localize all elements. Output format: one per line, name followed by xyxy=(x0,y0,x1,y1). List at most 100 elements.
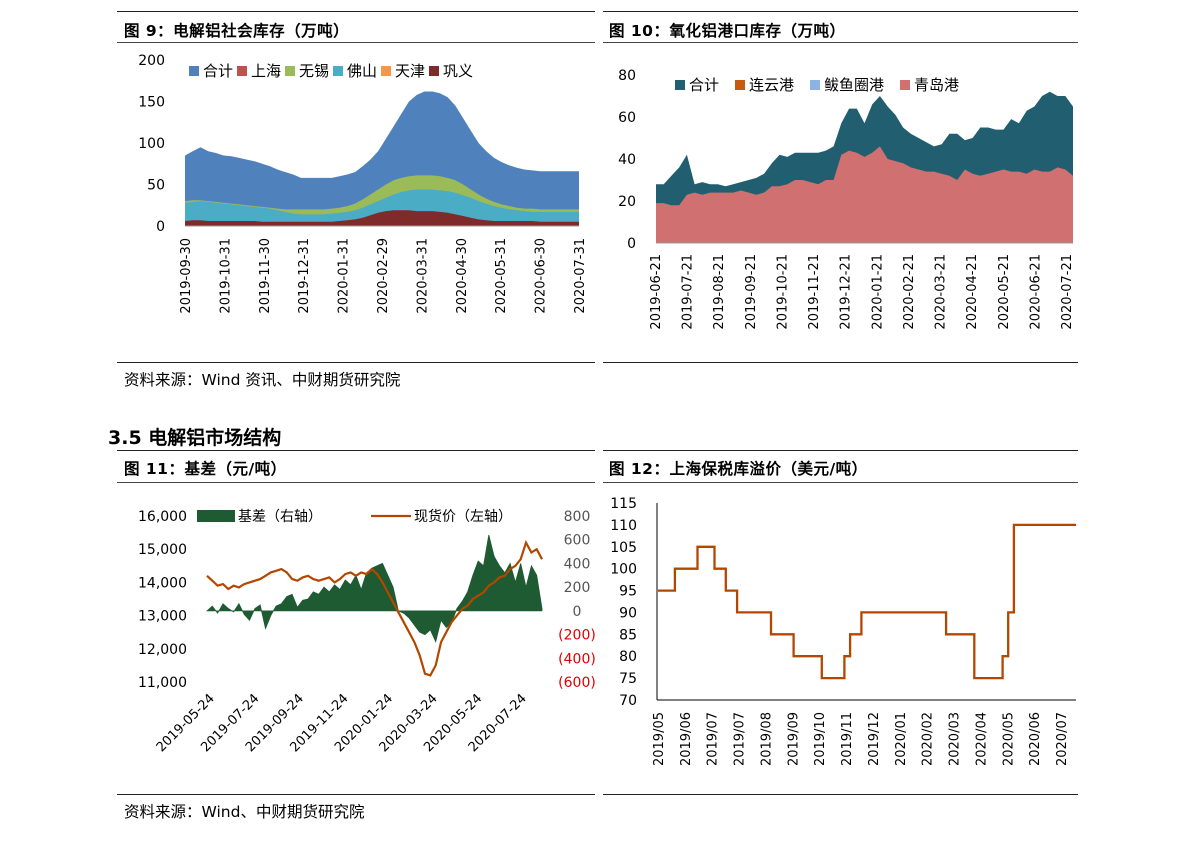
fig10-xtick-0: 2019-06-21 xyxy=(649,254,664,330)
fig10-xtick-3: 2019-09-21 xyxy=(744,254,759,330)
fig10-xtick-4: 2019-10-21 xyxy=(775,254,790,330)
fig12-xtick-1: 2019/06 xyxy=(679,712,694,766)
fig9-xtick-2: 2019-11-30 xyxy=(258,238,273,314)
fig9-ytick-3: 150 xyxy=(138,95,165,111)
fig9-xtick-9: 2020-06-30 xyxy=(534,238,549,314)
fig10-ytick-3: 60 xyxy=(618,110,636,126)
fig12-xtick-10: 2020/02 xyxy=(921,712,936,766)
fig12-ytick-3: 85 xyxy=(619,627,637,643)
fig12-xtick-7: 2019/11 xyxy=(840,712,855,766)
fig10-ytick-2: 40 xyxy=(618,152,636,168)
fig11-basis-area xyxy=(205,534,543,643)
fig10-ytick-4: 80 xyxy=(618,68,636,84)
fig10-legend-swatch-0 xyxy=(675,80,685,90)
sec-rule-right xyxy=(603,450,1078,451)
fig12-xtick-14: 2020/06 xyxy=(1028,712,1043,766)
fig9-legend-label-1: 上海 xyxy=(251,62,281,80)
fig11-yleft-tick-0: 11,000 xyxy=(138,675,187,691)
fig11-price-line xyxy=(206,539,543,677)
fig10-xtick-5: 2019-11-21 xyxy=(807,254,822,330)
fig11-title: 图 11：基差（元/吨） xyxy=(124,460,287,478)
fig11-yleft-tick-5: 16,000 xyxy=(138,509,187,525)
fig9-xtick-1: 2019-10-31 xyxy=(218,238,233,314)
fig11-yleft-tick-3: 14,000 xyxy=(138,575,187,591)
fig11-yright-tick-2: (200) xyxy=(558,628,596,644)
fig12-ytick-2: 80 xyxy=(619,649,637,665)
fig11-yright-tick-1: (400) xyxy=(558,651,596,667)
fig11-yleft-tick-2: 13,000 xyxy=(138,609,187,625)
fig11-chart: 11,000 12,000 13,000 14,000 15,000 16,000 (600… xyxy=(138,508,596,755)
fig9-legend-label-3: 佛山 xyxy=(347,62,377,80)
fig11-yright-tick-0: (600) xyxy=(558,675,596,691)
fig10-title-rule xyxy=(603,42,1078,43)
fig9-title-rule xyxy=(117,42,595,43)
fig10-xtick-11: 2020-05-21 xyxy=(997,254,1012,330)
fig10-xtick-13: 2020-07-21 xyxy=(1060,254,1075,330)
fig10-title: 图 10：氧化铝港口库存（万吨） xyxy=(609,22,846,40)
fig12-ytick-0: 70 xyxy=(619,693,637,709)
sec-rule-left xyxy=(117,450,595,451)
fig12-ytick-6: 100 xyxy=(610,562,637,578)
fig12-ytick-5: 95 xyxy=(619,584,637,600)
fig11-yright-tick-6: 600 xyxy=(564,533,591,549)
fig10-legend-swatch-3 xyxy=(900,80,910,90)
fig12-xtick-13: 2020/05 xyxy=(1001,712,1016,766)
section-heading: 3.5 电解铝市场结构 xyxy=(108,427,282,449)
fig9-legend-swatch-5 xyxy=(429,66,439,76)
fig11-legend-label-0: 基差（右轴） xyxy=(238,508,322,525)
fig9-chart: 0 50 100 150 200 合计 上海 无锡 佛山 天津 巩义 2019-09-30 2019-1… xyxy=(138,53,588,314)
fig10-xtick-12: 2020-06-21 xyxy=(1028,254,1043,330)
fig10-area-3 xyxy=(656,146,1073,243)
fig12-chart: 70 75 80 85 90 95 100 105 110 115 2019/05 2019/06 20… xyxy=(610,496,1076,766)
fig9-area-0 xyxy=(185,91,579,226)
fig9-xtick-4: 2020-01-31 xyxy=(337,238,352,314)
top-rule-right xyxy=(603,11,1078,12)
fig10-legend-swatch-2 xyxy=(810,80,820,90)
fig10-xtick-9: 2020-03-21 xyxy=(934,254,949,330)
fig10-legend-label-3: 青岛港 xyxy=(914,76,959,94)
fig10-xtick-6: 2019-12-21 xyxy=(839,254,854,330)
fig11-title-rule xyxy=(117,482,595,483)
fig12-ytick-7: 105 xyxy=(610,540,637,556)
fig11-yleft-tick-4: 15,000 xyxy=(138,542,187,558)
bottom-rule-right xyxy=(603,794,1078,795)
fig9-area-5 xyxy=(185,210,579,226)
fig12-xtick-12: 2020/04 xyxy=(974,712,989,766)
fig12-xtick-9: 2020/01 xyxy=(894,712,909,766)
source-note-top: 资料来源：Wind 资讯、中财期货研究院 xyxy=(124,371,401,389)
fig11-legend-swatch-0 xyxy=(197,510,235,522)
fig9-legend-swatch-1 xyxy=(237,66,247,76)
fig12-xtick-15: 2020/07 xyxy=(1055,712,1070,766)
mid-rule-left xyxy=(117,362,595,363)
fig11-yright-tick-3: 0 xyxy=(573,604,582,620)
fig12-ytick-8: 110 xyxy=(610,518,637,534)
source-note-bottom: 资料来源：Wind、中财期货研究院 xyxy=(124,803,365,821)
fig9-legend-label-4: 天津 xyxy=(395,62,425,80)
fig11-yright-tick-4: 200 xyxy=(564,580,591,596)
fig9-xtick-10: 2020-07-31 xyxy=(573,238,588,314)
fig12-xtick-11: 2020/03 xyxy=(948,712,963,766)
fig10-legend-label-1: 连云港 xyxy=(749,76,794,94)
fig9-ytick-1: 50 xyxy=(147,178,165,194)
fig10-xtick-10: 2020-04-21 xyxy=(965,254,980,330)
fig10-legend-label-0: 合计 xyxy=(689,76,719,94)
fig9-xtick-6: 2020-03-31 xyxy=(415,238,430,314)
fig9-legend-label-5: 巩义 xyxy=(443,62,473,80)
fig12-xtick-4: 2019/08 xyxy=(759,712,774,766)
fig12-xtick-8: 2019/12 xyxy=(867,712,882,766)
fig12-xtick-3: 2019/07 xyxy=(733,712,748,766)
fig12-xtick-2: 2019/07 xyxy=(706,712,721,766)
fig10-xtick-2: 2019-08-21 xyxy=(712,254,727,330)
fig10-legend-label-2: 鲅鱼圈港 xyxy=(824,76,884,94)
fig11-yright-tick-7: 800 xyxy=(564,509,591,525)
fig9-title: 图 9：电解铝社会库存（万吨） xyxy=(124,22,350,40)
fig12-premium-line xyxy=(658,523,1076,680)
fig10-ytick-0: 0 xyxy=(627,236,636,252)
fig9-legend-swatch-3 xyxy=(333,66,343,76)
fig9-legend-swatch-0 xyxy=(189,66,199,76)
fig12-ytick-4: 90 xyxy=(619,605,637,621)
fig9-legend-swatch-2 xyxy=(285,66,295,76)
fig10-xtick-8: 2020-02-21 xyxy=(902,254,917,330)
fig12-xtick-5: 2019/09 xyxy=(786,712,801,766)
fig11-yleft-tick-1: 12,000 xyxy=(138,642,187,658)
